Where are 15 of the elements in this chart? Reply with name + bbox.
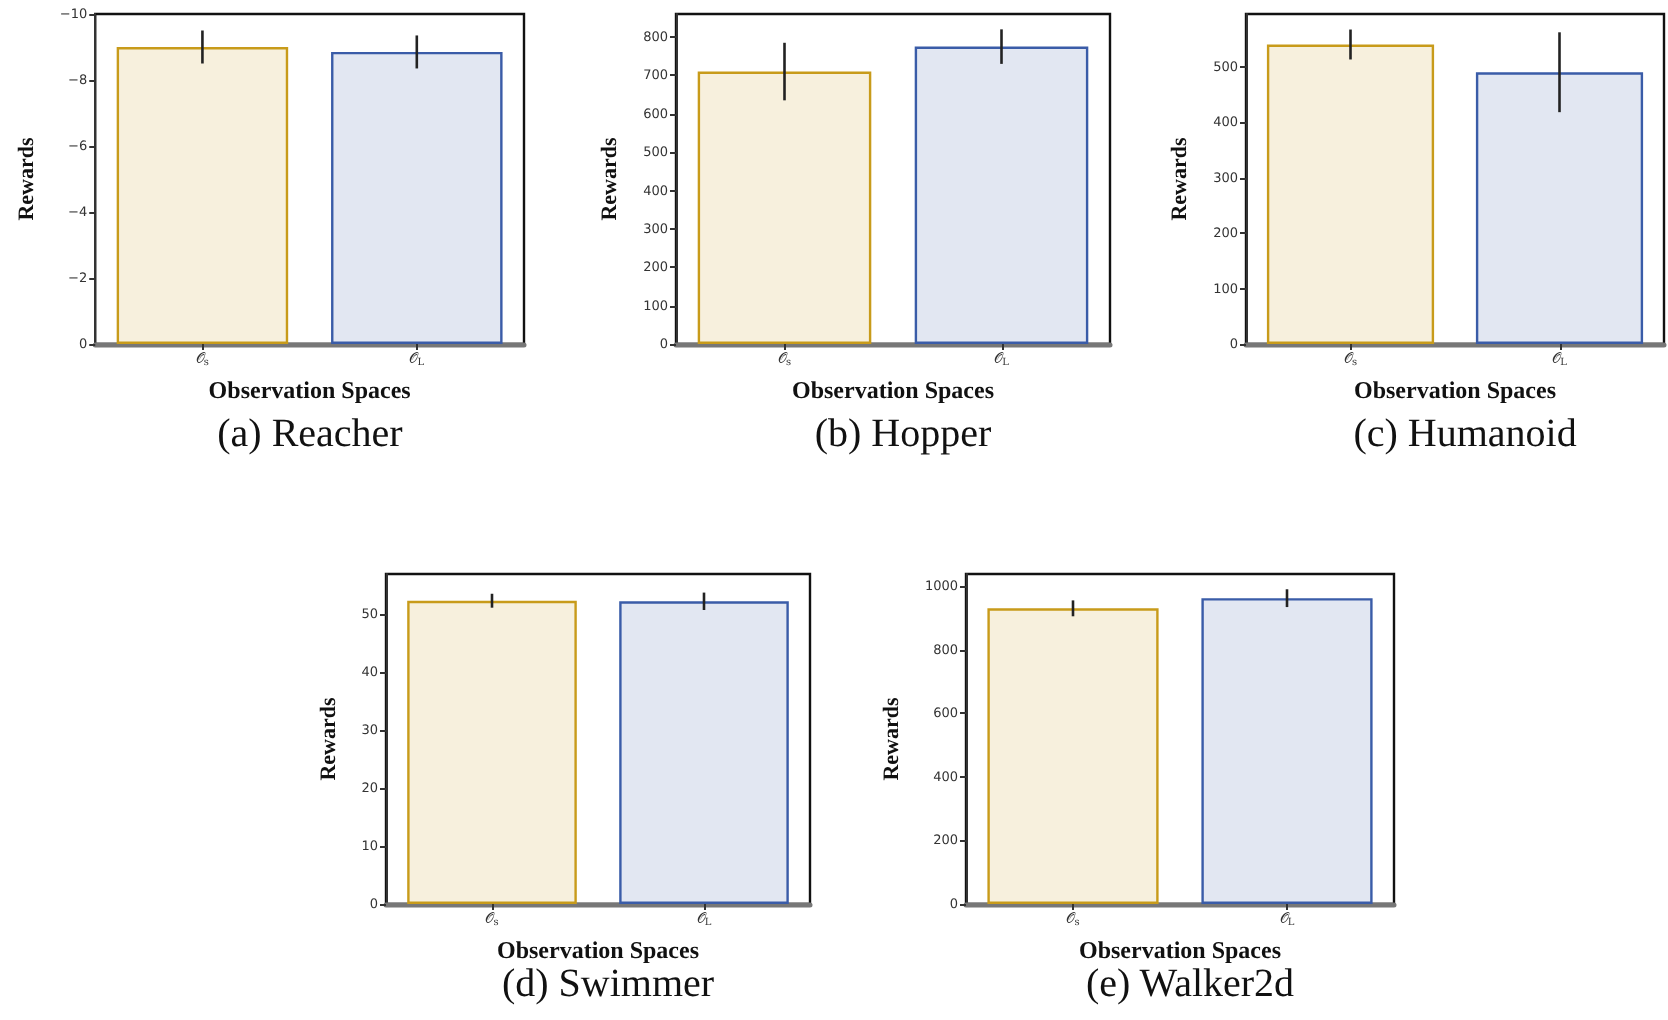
text: (b) Hopper [814,412,992,456]
x-axis-title: Observation Spaces [496,935,700,964]
x-axis-title: Observation Spaces [791,375,995,404]
x-axis-title: Observation Spaces [208,375,412,404]
y-axis-title: Rewards [15,136,39,221]
text: (e) Walker2d [1085,962,1295,1006]
y-axis-title: Rewards [1168,136,1193,221]
x-axis-title: Observation Spaces [1078,935,1282,964]
text: (c) Humanoid [1353,412,1577,456]
y-axis-title: Rewards [316,696,341,781]
x-axis-title: Observation Spaces [1353,375,1557,404]
text: (a) Reacher [217,412,404,456]
text: (d) Swimmer [501,962,715,1006]
y-axis-title: Rewards [880,696,905,781]
y-axis-title: Rewards [598,136,623,221]
